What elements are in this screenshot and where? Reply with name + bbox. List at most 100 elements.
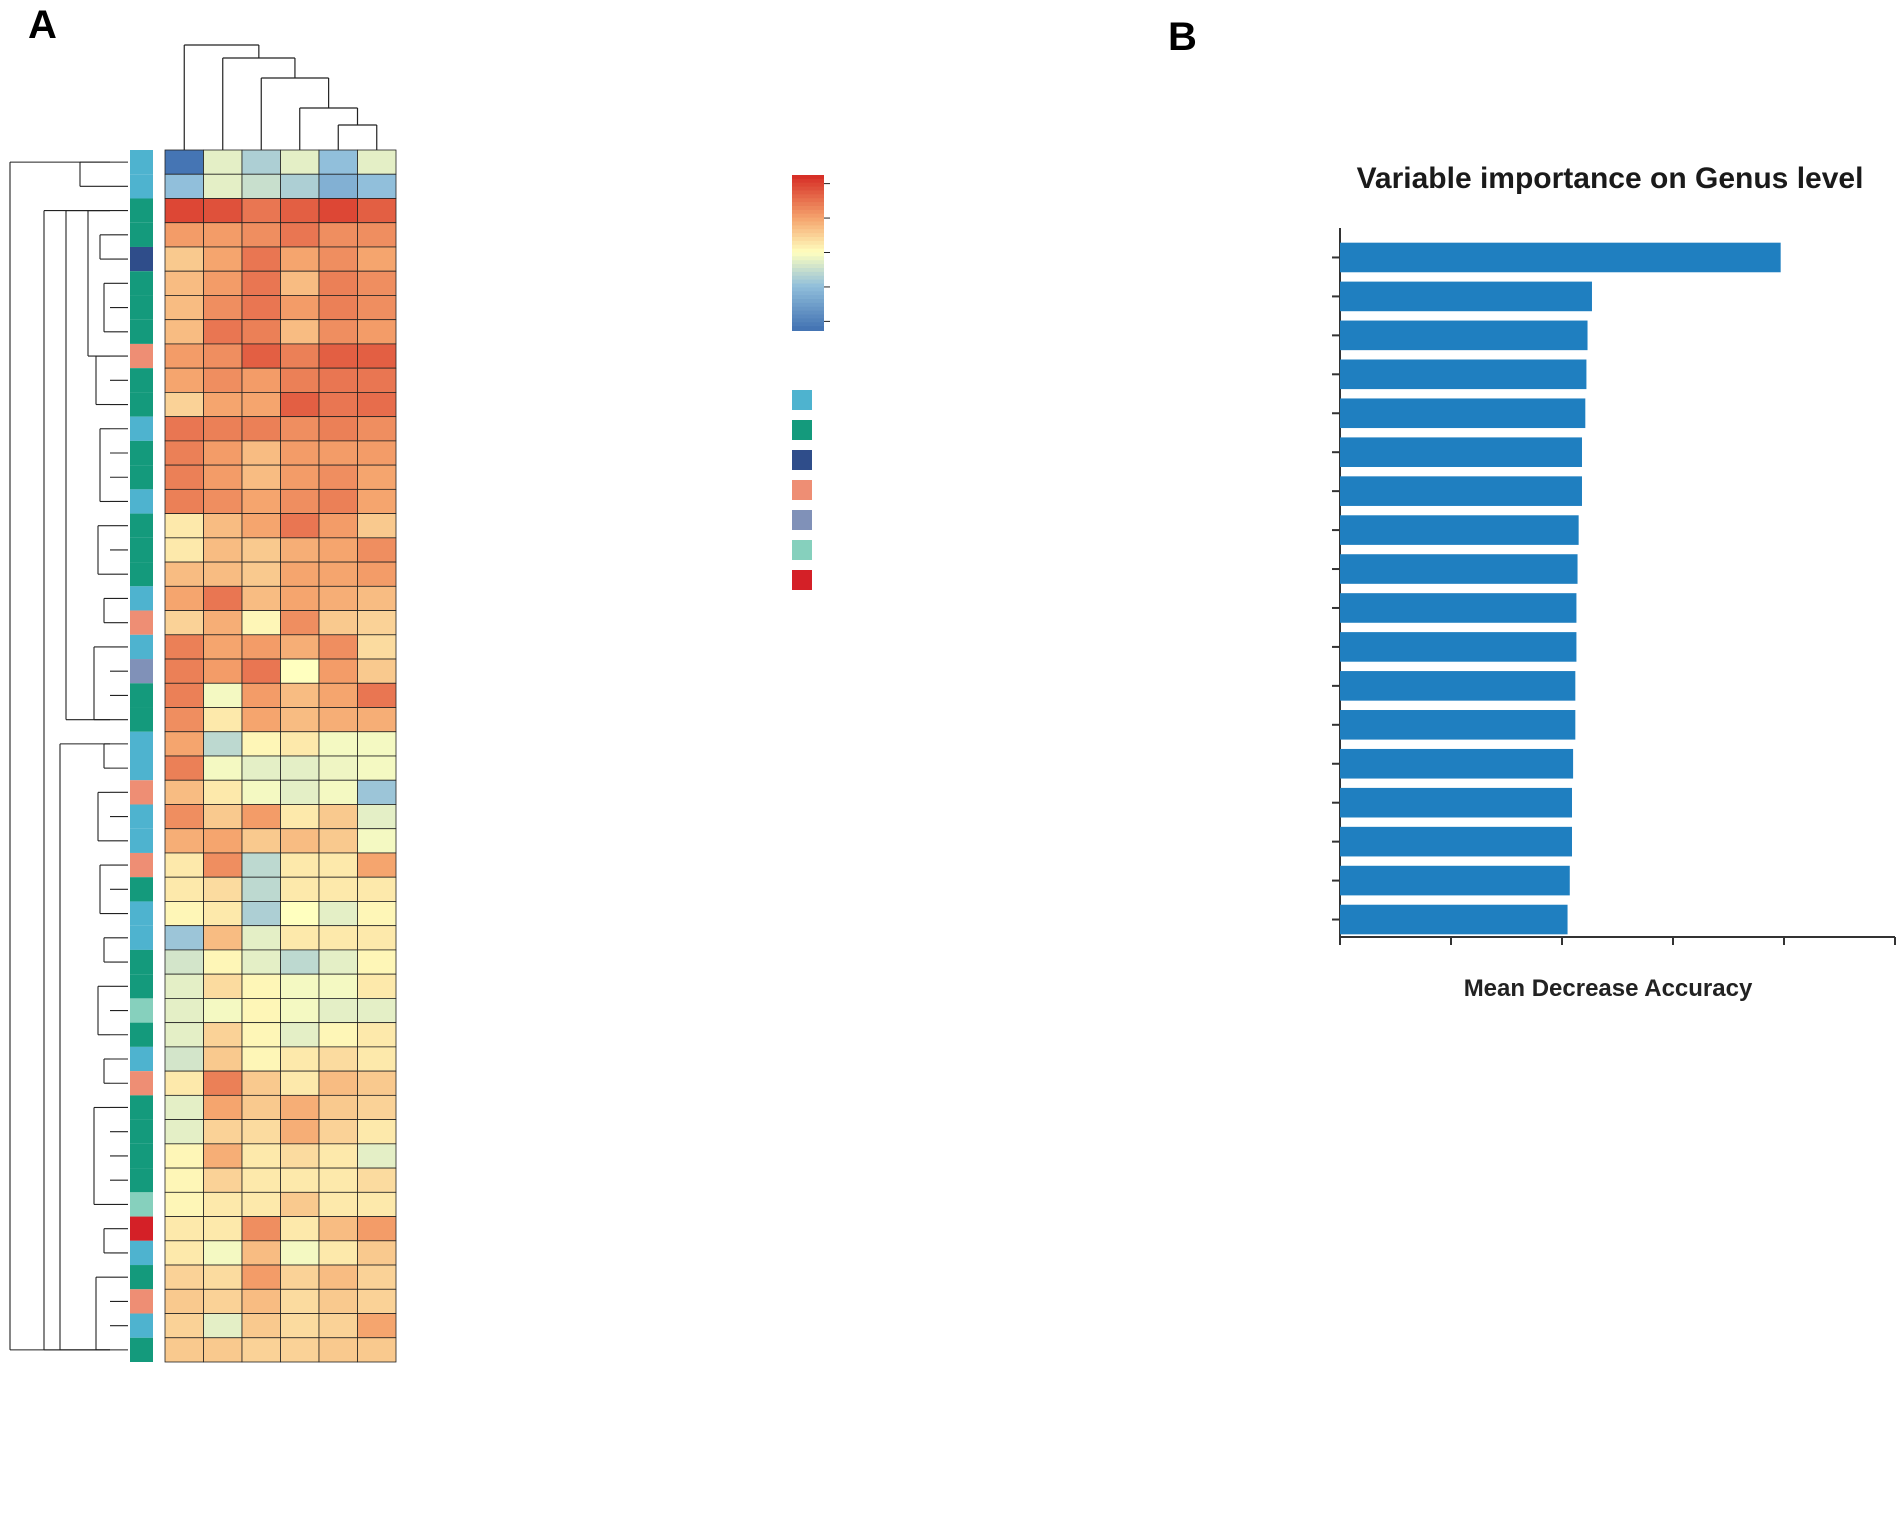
heatmap-cell [357, 925, 397, 951]
heatmap-cell [241, 343, 281, 369]
heatmap-cell [203, 464, 243, 490]
heatmap-cell [318, 488, 358, 514]
heatmap-cell [357, 391, 397, 418]
heatmap-cell [164, 876, 204, 902]
colorbar-segment [792, 322, 824, 328]
heatmap-cell [357, 1216, 397, 1242]
heatmap-cell [203, 1216, 243, 1242]
heatmap-cell [280, 416, 320, 442]
importance-bar [1340, 787, 1572, 818]
heatmap-cell [357, 561, 397, 587]
heatmap-cell [357, 1337, 397, 1363]
phylum-cell [130, 877, 153, 902]
heatmap-cell [318, 901, 358, 927]
heatmap-cell [280, 682, 320, 708]
heatmap-cell [357, 537, 397, 563]
heatmap-cell [164, 658, 204, 684]
heatmap-cell [280, 585, 320, 611]
heatmap-cell [241, 973, 281, 999]
colorbar-segment [792, 271, 824, 277]
heatmap-cell [164, 707, 204, 733]
heatmap-cell [318, 440, 358, 466]
phylum-cell [130, 1022, 153, 1047]
heatmap-cell [280, 925, 320, 951]
importance-bar [1340, 671, 1576, 701]
heatmap-cell [203, 1313, 243, 1339]
heatmap-cell [280, 707, 320, 733]
heatmap-cell [241, 804, 281, 830]
colorbar-segment [792, 240, 824, 246]
colorbar-segment [792, 310, 824, 316]
heatmap-cell [164, 804, 204, 830]
heatmap-cell [280, 634, 320, 660]
importance-bar [1340, 398, 1586, 429]
heatmap-cell [203, 1046, 243, 1072]
heatmap-cell [318, 1167, 358, 1193]
phylum-cell [130, 222, 153, 247]
colorbar-segment [792, 178, 824, 184]
phylum-cell [130, 271, 153, 296]
bar-chart-x-axis-label: Mean Decrease Accuracy [1464, 975, 1753, 1002]
heatmap-cell [203, 731, 243, 757]
heatmap-cell [164, 537, 204, 563]
heatmap-cell [318, 973, 358, 999]
importance-bar [1340, 515, 1579, 545]
heatmap-cell [203, 1288, 243, 1314]
heatmap-cell [318, 222, 358, 248]
colorbar-segment [792, 314, 824, 320]
phylum-cell [130, 731, 153, 756]
heatmap-cell [241, 1046, 281, 1072]
colorbar-segment [792, 213, 824, 219]
heatmap-cell [318, 1046, 358, 1072]
heatmap-cell [280, 731, 320, 757]
importance-bar [1340, 748, 1574, 779]
heatmap-cell [241, 561, 281, 587]
heatmap-cell [241, 634, 281, 660]
heatmap-cell [241, 513, 281, 539]
phylum-cell [130, 1143, 153, 1169]
phylum-cell [130, 1046, 153, 1072]
heatmap-cell [203, 343, 243, 369]
heatmap-cell [241, 901, 281, 927]
heatmap-cell [280, 222, 320, 248]
heatmap-cell [203, 222, 243, 248]
heatmap-cell [280, 1022, 320, 1048]
heatmap-cell [203, 319, 243, 345]
phylum-cell [130, 756, 153, 781]
heatmap-cell [203, 1070, 243, 1096]
phylum-cell [130, 1119, 153, 1144]
heatmap-cell [318, 149, 358, 175]
heatmap-cells [164, 149, 397, 1363]
heatmap-cell [318, 585, 358, 611]
colorbar-segment [792, 190, 824, 196]
heatmap-cell [241, 1264, 281, 1290]
heatmap-cell [318, 173, 358, 199]
phylum-annotation-strip [130, 150, 153, 1362]
phylum-cell [130, 659, 153, 684]
phylum-cell [130, 852, 153, 878]
phylum-cell [130, 610, 153, 635]
heatmap-cell [318, 755, 358, 781]
phylum-cell [130, 804, 153, 829]
phylum-legend-swatch [792, 510, 812, 530]
heatmap-cell [203, 610, 243, 636]
heatmap-cell [357, 367, 397, 393]
heatmap-cell [357, 755, 397, 781]
colorbar-segment [792, 217, 824, 223]
heatmap-cell [241, 1240, 281, 1266]
heatmap-cell [203, 925, 243, 951]
phylum-cell [130, 1337, 153, 1362]
heatmap-cell [280, 1288, 320, 1314]
colorbar-segment [792, 198, 824, 204]
heatmap-cell [203, 1094, 243, 1120]
heatmap-cell [280, 1337, 320, 1363]
heatmap-cell [164, 634, 204, 660]
phylum-cell [130, 1095, 153, 1120]
phylum-legend-swatch [792, 480, 812, 500]
heatmap-cell [357, 779, 397, 805]
heatmap-cell [318, 804, 358, 830]
phylum-cell [130, 683, 153, 708]
heatmap-cell [164, 585, 204, 611]
heatmap-cell [203, 634, 243, 660]
heatmap-cell [203, 440, 243, 466]
